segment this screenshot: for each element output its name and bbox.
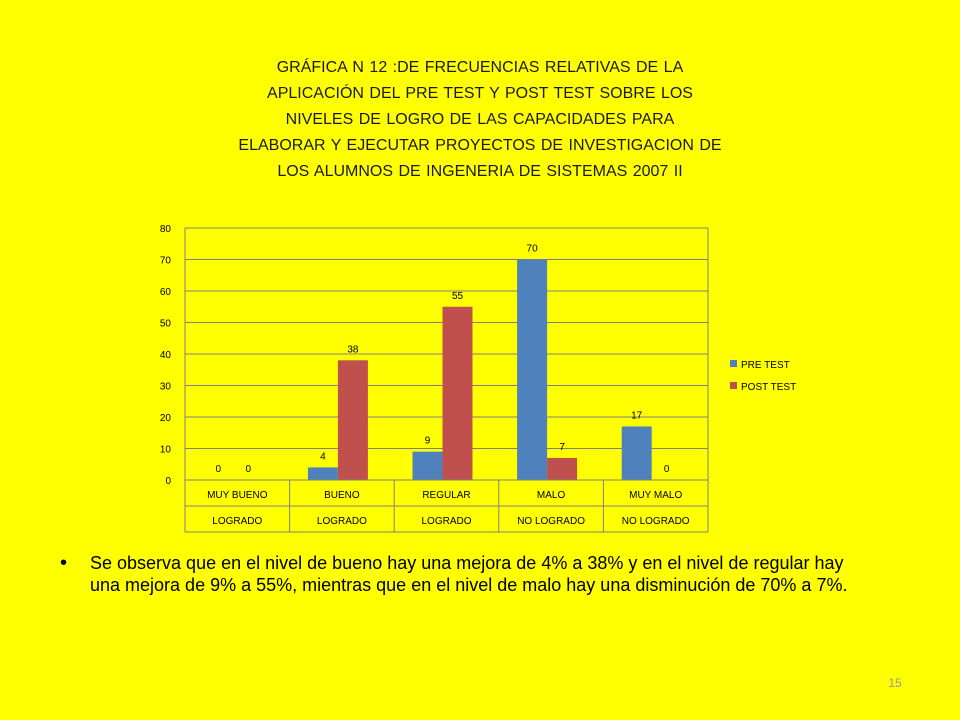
bullet-text: Se observa que en el nivel de bueno hay … [90,553,848,595]
bar [412,451,443,480]
x-category-label: REGULAR [422,490,470,501]
data-label: 38 [347,344,359,355]
y-tick-label: 60 [160,287,172,298]
y-tick-label: 20 [160,413,172,424]
y-tick-label: 0 [165,476,171,487]
legend: PRE TEST POST TEST [730,360,796,393]
bar [621,426,652,480]
data-label: 70 [527,244,539,255]
bar [307,467,338,480]
bar [547,457,578,480]
x-subcategory-label: NO LOGRADO [622,516,690,527]
x-category-label: MUY BUENO [207,490,268,501]
data-label: 0 [664,464,670,475]
data-label: 55 [452,291,464,302]
bullet-block: • Se observa que en el nivel de bueno ha… [60,552,860,596]
bar [337,360,368,480]
page-number: 15 [888,676,902,690]
x-category-label: BUENO [324,490,360,501]
y-tick-label: 40 [160,350,172,361]
bars-layer [307,259,652,480]
data-label: 7 [559,442,565,453]
bar [442,306,473,480]
x-category-label: MALO [537,490,566,501]
bullet-icon: • [60,552,68,574]
data-label: 0 [216,464,222,475]
x-subcategory-label: LOGRADO [317,516,367,527]
x-subcategory-label: NO LOGRADO [517,516,585,527]
y-tick-label: 30 [160,382,172,393]
legend-label: PRE TEST [741,360,790,371]
data-label: 9 [425,436,431,447]
legend-swatch [730,360,737,367]
data-label: 17 [631,410,643,421]
legend-label: POST TEST [741,382,796,393]
y-tick-label: 50 [160,319,172,330]
bar [517,259,548,480]
data-label: 0 [246,464,252,475]
y-tick-label: 10 [160,445,172,456]
y-tick-label: 70 [160,256,172,267]
x-subcategory-label: LOGRADO [421,516,471,527]
x-category-label: MUY MALO [629,490,682,501]
chart-title: GRÁFICA N 12 :DE FRECUENCIAS RELATIVAS D… [238,59,722,180]
data-label: 4 [320,451,326,462]
x-subcategory-label: LOGRADO [212,516,262,527]
y-tick-label: 80 [160,224,172,235]
legend-swatch [730,382,737,389]
